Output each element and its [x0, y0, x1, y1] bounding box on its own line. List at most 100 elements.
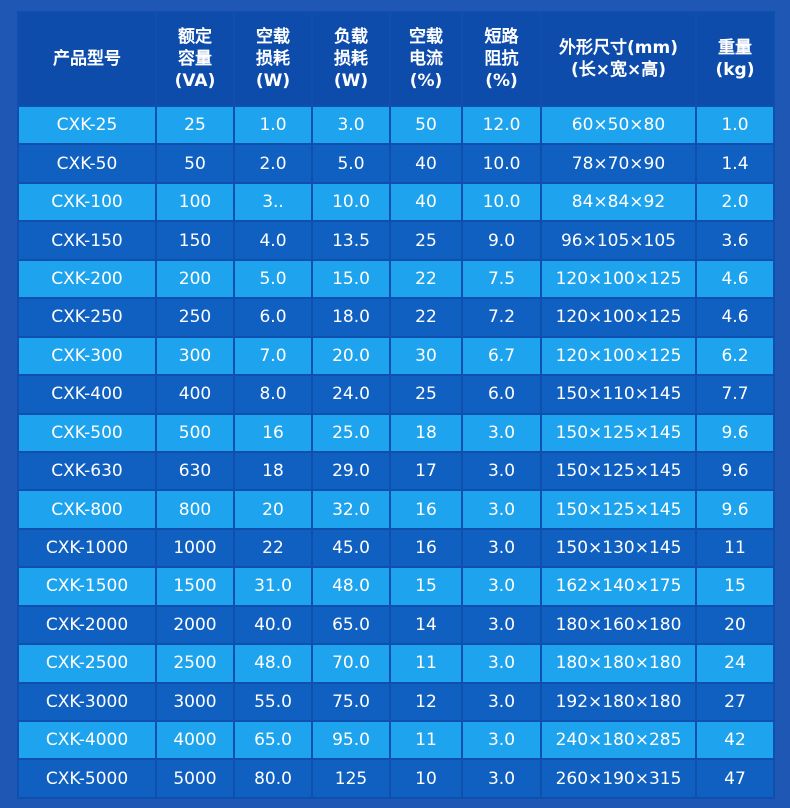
load-loss-cell: 24.0: [311, 374, 391, 415]
load-loss-cell: 3.0: [311, 104, 391, 146]
impedance-cell: 3.0: [461, 566, 542, 607]
impedance-cell: 7.2: [461, 297, 542, 338]
table-row: CXK-500 500 16 25.0 18 3.0 150×125×145 9.6: [17, 412, 775, 453]
load-loss-cell: 75.0: [311, 681, 391, 723]
no-load-loss-cell: 31.0: [233, 566, 313, 607]
no-load-loss-cell: 18: [233, 450, 313, 492]
capacity-cell: 500: [155, 412, 235, 453]
capacity-cell: 1500: [155, 566, 235, 607]
model-cell: CXK-200: [17, 258, 157, 300]
dimensions-cell: 120×100×125: [540, 335, 697, 377]
model-cell: CXK-150: [17, 220, 157, 261]
no-load-current-cell: 40: [389, 181, 463, 223]
dimensions-cell: 150×110×145: [540, 374, 697, 415]
dimensions-cell: 260×190×315: [540, 758, 697, 799]
no-load-current-cell: 16: [389, 527, 463, 569]
load-loss-cell: 25.0: [311, 412, 391, 453]
table-row: CXK-300 300 7.0 20.0 30 6.7 120×100×125 6.2: [17, 335, 775, 377]
load-loss-cell: 29.0: [311, 450, 391, 492]
dimensions-cell: 180×160×180: [540, 604, 697, 646]
table-row: CXK-400 400 8.0 24.0 25 6.0 150×110×145 7.7: [17, 374, 775, 415]
load-loss-cell: 15.0: [311, 258, 391, 300]
no-load-loss-cell: 22: [233, 527, 313, 569]
header-no-load-loss: 空载 损耗 (W): [233, 11, 313, 107]
dimensions-cell: 120×100×125: [540, 258, 697, 300]
model-cell: CXK-2500: [17, 643, 157, 684]
table-row: CXK-200 200 5.0 15.0 22 7.5 120×100×125 4.6: [17, 258, 775, 300]
impedance-cell: 12.0: [461, 104, 542, 146]
capacity-cell: 300: [155, 335, 235, 377]
impedance-cell: 9.0: [461, 220, 542, 261]
no-load-loss-cell: 4.0: [233, 220, 313, 261]
table-row: CXK-2500 2500 48.0 70.0 11 3.0 180×180×180 24: [17, 643, 775, 684]
model-cell: CXK-800: [17, 489, 157, 530]
model-cell: CXK-400: [17, 374, 157, 415]
impedance-cell: 6.0: [461, 374, 542, 415]
capacity-cell: 150: [155, 220, 235, 261]
table-row: CXK-4000 4000 65.0 95.0 11 3.0 240×180×285 42: [17, 719, 775, 761]
weight-cell: 42: [695, 719, 775, 761]
impedance-cell: 3.0: [461, 412, 542, 453]
load-loss-cell: 125: [311, 758, 391, 799]
no-load-current-cell: 16: [389, 489, 463, 530]
model-cell: CXK-1000: [17, 527, 157, 569]
dimensions-cell: 96×105×105: [540, 220, 697, 261]
no-load-current-cell: 40: [389, 143, 463, 184]
model-cell: CXK-50: [17, 143, 157, 184]
dimensions-cell: 150×130×145: [540, 527, 697, 569]
load-loss-cell: 5.0: [311, 143, 391, 184]
capacity-cell: 4000: [155, 719, 235, 761]
weight-cell: 11: [695, 527, 775, 569]
capacity-cell: 1000: [155, 527, 235, 569]
no-load-current-cell: 30: [389, 335, 463, 377]
load-loss-cell: 20.0: [311, 335, 391, 377]
capacity-cell: 2000: [155, 604, 235, 646]
capacity-cell: 400: [155, 374, 235, 415]
weight-cell: 1.0: [695, 104, 775, 146]
table-row: CXK-1000 1000 22 45.0 16 3.0 150×130×145 11: [17, 527, 775, 569]
model-cell: CXK-250: [17, 297, 157, 338]
weight-cell: 15: [695, 566, 775, 607]
capacity-cell: 50: [155, 143, 235, 184]
model-cell: CXK-25: [17, 104, 157, 146]
no-load-loss-cell: 2.0: [233, 143, 313, 184]
no-load-loss-cell: 6.0: [233, 297, 313, 338]
table-row: CXK-800 800 20 32.0 16 3.0 150×125×145 9.6: [17, 489, 775, 530]
load-loss-cell: 45.0: [311, 527, 391, 569]
capacity-cell: 3000: [155, 681, 235, 723]
model-cell: CXK-630: [17, 450, 157, 492]
no-load-loss-cell: 3..: [233, 181, 313, 223]
model-cell: CXK-100: [17, 181, 157, 223]
capacity-cell: 2500: [155, 643, 235, 684]
capacity-cell: 800: [155, 489, 235, 530]
dimensions-cell: 78×70×90: [540, 143, 697, 184]
impedance-cell: 3.0: [461, 489, 542, 530]
weight-cell: 2.0: [695, 181, 775, 223]
no-load-current-cell: 17: [389, 450, 463, 492]
load-loss-cell: 18.0: [311, 297, 391, 338]
weight-cell: 24: [695, 643, 775, 684]
model-cell: CXK-300: [17, 335, 157, 377]
no-load-loss-cell: 8.0: [233, 374, 313, 415]
impedance-cell: 3.0: [461, 758, 542, 799]
impedance-cell: 3.0: [461, 643, 542, 684]
no-load-current-cell: 10: [389, 758, 463, 799]
table-row: CXK-1500 1500 31.0 48.0 15 3.0 162×140×175 15: [17, 566, 775, 607]
no-load-current-cell: 22: [389, 297, 463, 338]
impedance-cell: 10.0: [461, 143, 542, 184]
no-load-current-cell: 50: [389, 104, 463, 146]
dimensions-cell: 240×180×285: [540, 719, 697, 761]
no-load-current-cell: 25: [389, 220, 463, 261]
weight-cell: 9.6: [695, 450, 775, 492]
header-load-loss: 负载 损耗 (W): [311, 11, 391, 107]
model-cell: CXK-2000: [17, 604, 157, 646]
header-rated-capacity: 额定 容量 (VA): [155, 11, 235, 107]
impedance-cell: 6.7: [461, 335, 542, 377]
no-load-loss-cell: 1.0: [233, 104, 313, 146]
header-dimensions: 外形尺寸(mm) (长×宽×高): [540, 11, 697, 107]
no-load-loss-cell: 55.0: [233, 681, 313, 723]
model-cell: CXK-1500: [17, 566, 157, 607]
dimensions-cell: 150×125×145: [540, 489, 697, 530]
weight-cell: 20: [695, 604, 775, 646]
dimensions-cell: 150×125×145: [540, 450, 697, 492]
